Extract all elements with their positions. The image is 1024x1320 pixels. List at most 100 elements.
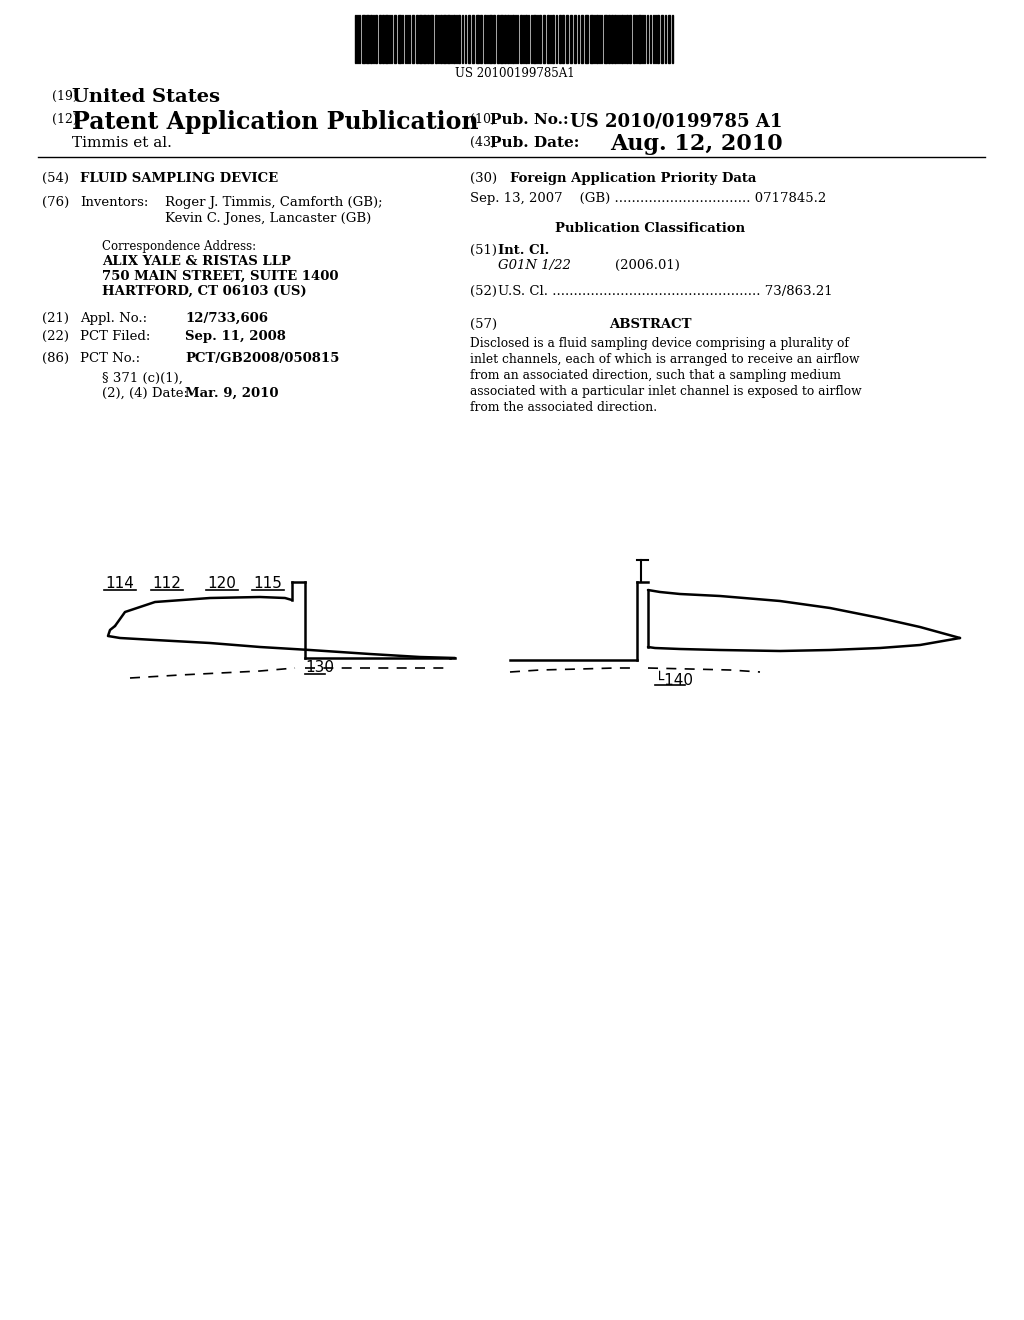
Bar <box>458 15 460 63</box>
Text: (2), (4) Date:: (2), (4) Date: <box>102 387 188 400</box>
Bar <box>570 15 572 63</box>
Text: G01N 1/22: G01N 1/22 <box>498 259 570 272</box>
Text: Publication Classification: Publication Classification <box>555 222 745 235</box>
Text: Timmis et al.: Timmis et al. <box>72 136 172 150</box>
Bar <box>626 15 628 63</box>
Bar <box>443 15 446 63</box>
Text: U.S. Cl. ................................................. 73/863.21: U.S. Cl. ...............................… <box>498 285 833 298</box>
Bar <box>440 15 442 63</box>
Bar <box>453 15 455 63</box>
Bar <box>379 15 381 63</box>
Bar <box>419 15 422 63</box>
Text: PCT No.:: PCT No.: <box>80 352 140 366</box>
Text: 130: 130 <box>305 660 334 675</box>
Text: Appl. No.:: Appl. No.: <box>80 312 147 325</box>
Bar <box>596 15 598 63</box>
Bar <box>468 15 470 63</box>
Bar <box>412 15 414 63</box>
Text: United States: United States <box>72 88 220 106</box>
Text: (52): (52) <box>470 285 497 298</box>
Bar <box>562 15 564 63</box>
Bar <box>621 15 623 63</box>
Text: Foreign Application Priority Data: Foreign Application Priority Data <box>510 172 757 185</box>
Bar <box>366 15 369 63</box>
Text: (22): (22) <box>42 330 69 343</box>
Text: Pub. No.:: Pub. No.: <box>490 114 568 127</box>
Text: (19): (19) <box>52 90 78 103</box>
Text: Aug. 12, 2010: Aug. 12, 2010 <box>610 133 782 154</box>
Bar <box>604 15 607 63</box>
Bar <box>668 15 670 63</box>
Bar <box>590 15 593 63</box>
Text: associated with a particular inlet channel is exposed to airflow: associated with a particular inlet chann… <box>470 385 861 399</box>
Bar <box>638 15 641 63</box>
Bar <box>520 15 522 63</box>
Text: (76): (76) <box>42 195 70 209</box>
Text: HARTFORD, CT 06103 (US): HARTFORD, CT 06103 (US) <box>102 285 306 298</box>
Text: Sep. 13, 2007    (GB) ................................ 0717845.2: Sep. 13, 2007 (GB) .....................… <box>470 191 826 205</box>
Bar <box>534 15 536 63</box>
Text: from an associated direction, such that a sampling medium: from an associated direction, such that … <box>470 370 841 381</box>
Bar <box>472 15 474 63</box>
Text: (54): (54) <box>42 172 69 185</box>
Bar <box>484 15 486 63</box>
Bar <box>507 15 509 63</box>
Bar <box>559 15 561 63</box>
Text: 112: 112 <box>153 576 181 591</box>
Bar <box>497 15 499 63</box>
Bar <box>566 15 568 63</box>
Bar <box>362 15 365 63</box>
Text: └140: └140 <box>655 673 693 688</box>
Bar <box>480 15 482 63</box>
Bar <box>525 15 527 63</box>
Text: (21): (21) <box>42 312 69 325</box>
Bar <box>574 15 575 63</box>
Bar <box>427 15 429 63</box>
Text: Int. Cl.: Int. Cl. <box>498 244 549 257</box>
Bar <box>375 15 377 63</box>
Text: (12): (12) <box>52 114 78 125</box>
Bar <box>539 15 541 63</box>
Bar <box>512 15 514 63</box>
Text: (2006.01): (2006.01) <box>615 259 680 272</box>
Bar <box>398 15 401 63</box>
Bar <box>447 15 450 63</box>
Bar <box>611 15 613 63</box>
Text: Correspondence Address:: Correspondence Address: <box>102 240 256 253</box>
Bar <box>385 15 388 63</box>
Text: Kevin C. Jones, Lancaster (GB): Kevin C. Jones, Lancaster (GB) <box>165 213 372 224</box>
Bar <box>435 15 437 63</box>
Text: US 2010/0199785 A1: US 2010/0199785 A1 <box>570 114 782 131</box>
Bar <box>614 15 616 63</box>
Text: from the associated direction.: from the associated direction. <box>470 401 657 414</box>
Bar <box>416 15 418 63</box>
Text: 115: 115 <box>254 576 283 591</box>
Bar <box>476 15 479 63</box>
Text: (10): (10) <box>470 114 496 125</box>
Bar <box>500 15 503 63</box>
Text: 120: 120 <box>208 576 237 591</box>
Text: 12/733,606: 12/733,606 <box>185 312 268 325</box>
Bar <box>585 15 588 63</box>
Bar <box>543 15 545 63</box>
Bar <box>581 15 583 63</box>
Text: Patent Application Publication: Patent Application Publication <box>72 110 478 135</box>
Text: (43): (43) <box>470 136 496 149</box>
Bar <box>633 15 635 63</box>
Bar <box>629 15 631 63</box>
Text: FLUID SAMPLING DEVICE: FLUID SAMPLING DEVICE <box>80 172 279 185</box>
Bar <box>493 15 495 63</box>
Text: Disclosed is a fluid sampling device comprising a plurality of: Disclosed is a fluid sampling device com… <box>470 337 849 350</box>
Text: (30): (30) <box>470 172 497 185</box>
Bar <box>547 15 549 63</box>
Bar <box>423 15 426 63</box>
Text: (86): (86) <box>42 352 70 366</box>
Text: inlet channels, each of which is arranged to receive an airflow: inlet channels, each of which is arrange… <box>470 352 859 366</box>
Bar <box>370 15 372 63</box>
Text: Sep. 11, 2008: Sep. 11, 2008 <box>185 330 286 343</box>
Bar <box>608 15 610 63</box>
Text: US 20100199785A1: US 20100199785A1 <box>456 67 574 81</box>
Text: (51): (51) <box>470 244 497 257</box>
Bar <box>504 15 506 63</box>
Text: 114: 114 <box>105 576 134 591</box>
